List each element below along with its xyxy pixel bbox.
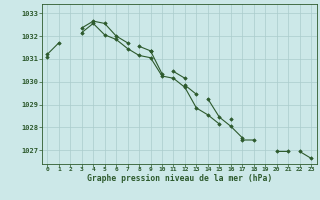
X-axis label: Graphe pression niveau de la mer (hPa): Graphe pression niveau de la mer (hPa): [87, 174, 272, 183]
